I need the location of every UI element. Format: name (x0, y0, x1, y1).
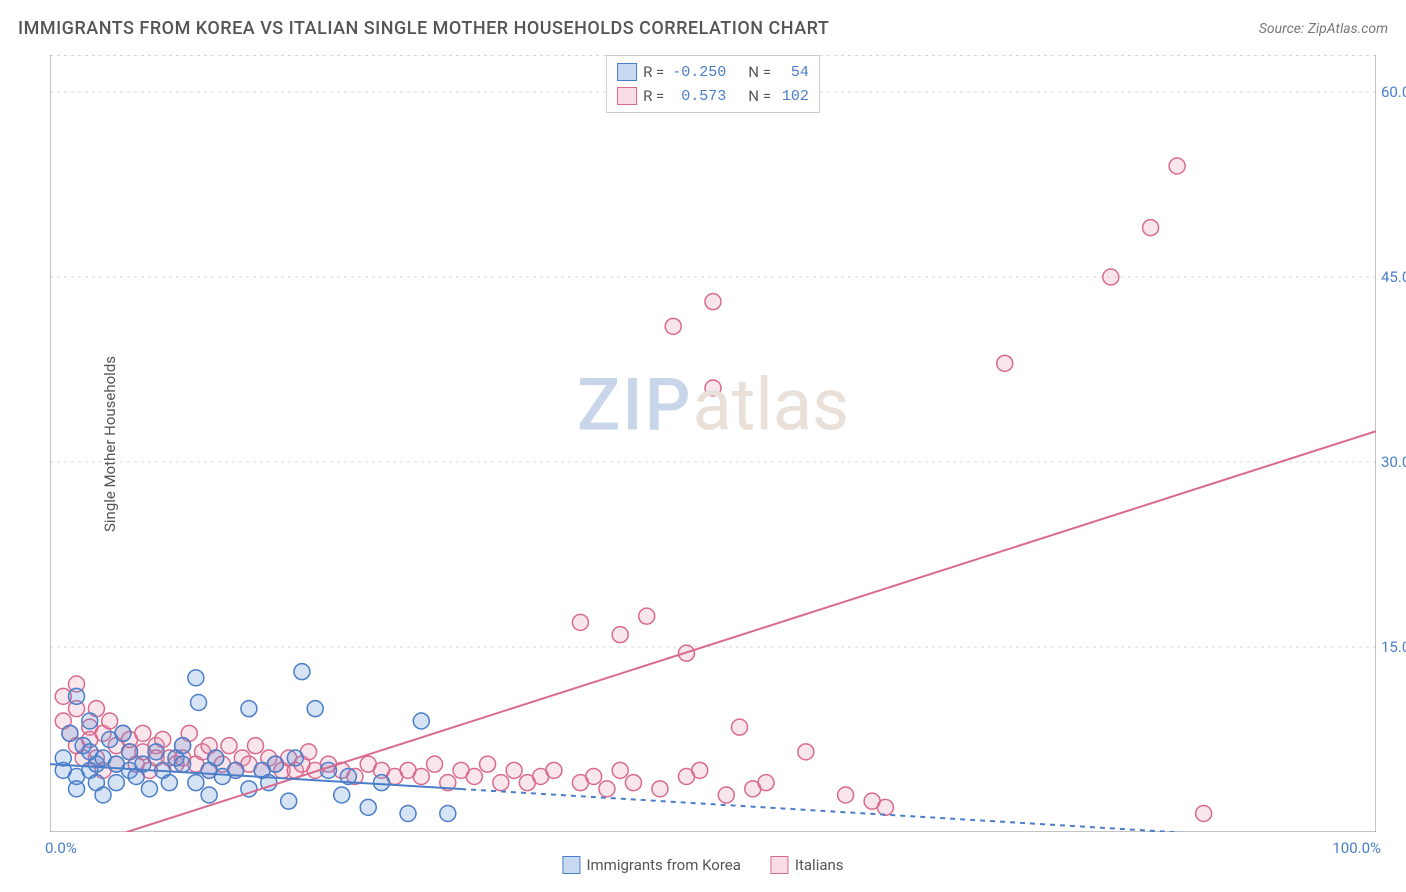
legend-item-korea: Immigrants from Korea (562, 856, 740, 874)
n-label: N = (748, 63, 771, 81)
legend-label-korea: Immigrants from Korea (586, 856, 740, 874)
r-label: R = (643, 87, 664, 105)
n-value-korea: 54 (777, 64, 809, 81)
n-value-italians: 102 (777, 88, 809, 105)
swatch-korea (562, 856, 580, 874)
r-value-italians: 0.573 (670, 88, 726, 105)
y-tick-label: 30.0% (1381, 453, 1406, 471)
y-tick-label: 45.0% (1381, 268, 1406, 286)
stats-row-korea: R = -0.250 N = 54 (617, 60, 809, 84)
r-value-korea: -0.250 (670, 64, 726, 81)
x-tick-min: 0.0% (45, 839, 77, 857)
chart-area: Single Mother Households R = -0.250 N = … (50, 55, 1376, 832)
chart-title: IMMIGRANTS FROM KOREA VS ITALIAN SINGLE … (18, 18, 829, 39)
x-tick-max: 100.0% (1332, 839, 1381, 857)
y-tick-label: 15.0% (1381, 638, 1406, 656)
source-label: Source: ZipAtlas.com (1259, 21, 1388, 37)
legend-item-italians: Italians (771, 856, 844, 874)
n-label: N = (748, 87, 771, 105)
swatch-korea (617, 63, 637, 81)
y-tick-label: 60.0% (1381, 83, 1406, 101)
r-label: R = (643, 63, 664, 81)
stats-row-italians: R = 0.573 N = 102 (617, 84, 809, 108)
legend-label-italians: Italians (795, 856, 844, 874)
scatter-plot (50, 55, 1376, 832)
swatch-italians (771, 856, 789, 874)
swatch-italians (617, 87, 637, 105)
bottom-legend: Immigrants from Korea Italians (562, 856, 843, 874)
stats-box: R = -0.250 N = 54 R = 0.573 N = 102 (606, 55, 820, 113)
title-bar: IMMIGRANTS FROM KOREA VS ITALIAN SINGLE … (18, 18, 1388, 39)
